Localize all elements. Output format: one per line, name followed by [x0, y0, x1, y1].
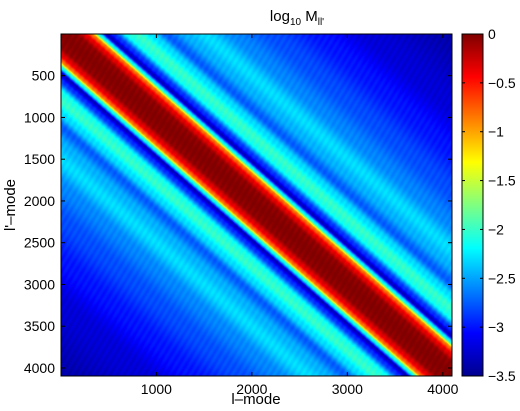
x-tick-label: 3000: [332, 381, 363, 397]
title-symbol-sub: ll': [318, 17, 324, 28]
heatmap-image: [61, 34, 452, 376]
y-tick-label: 1000: [24, 109, 55, 125]
x-tick-label: 1000: [141, 381, 172, 397]
x-axis: 1000 2000 3000 4000: [141, 34, 459, 397]
y-tick-label: 1500: [24, 151, 55, 167]
title-base-sub: 10: [290, 17, 302, 28]
colorbar-tick-label: −1.5: [488, 173, 516, 189]
y-tick-label: 4000: [24, 360, 55, 376]
colorbar-tick-label: −2: [488, 221, 504, 237]
colorbar-tick-label: −2.5: [488, 270, 516, 286]
title-base: log: [270, 8, 290, 25]
y-tick-label: 3500: [24, 318, 55, 334]
plot-frame: [60, 33, 453, 377]
y-tick-label: 3000: [24, 276, 55, 292]
heatmap-plot-area: [60, 33, 453, 377]
colorbar-tick-label: −3.5: [488, 368, 516, 384]
x-tick-label: 4000: [427, 381, 458, 397]
colorbar-tick-label: 0: [488, 26, 496, 42]
y-tick-label: 2000: [24, 193, 55, 209]
colorbar-tick-label: −0.5: [488, 75, 516, 91]
colorbar-tick-label: −1: [488, 124, 504, 140]
colorbar-gradient: [461, 33, 484, 377]
colorbar-ticks: 0 −0.5 −1 −1.5 −2 −2.5 −3 −3.5: [462, 26, 516, 384]
colorbar: 0 −0.5 −1 −1.5 −2 −2.5 −3 −3.5: [461, 26, 516, 384]
chart-title: log10 Mll': [270, 8, 324, 28]
y-tick-label: 2500: [24, 235, 55, 251]
colorbar-tick-label: −3: [488, 319, 504, 335]
y-tick-label: 500: [32, 68, 56, 84]
x-axis-label: l–mode: [231, 391, 280, 408]
x-tick-label: 2000: [236, 381, 267, 397]
y-axis-label: l'–mode: [2, 179, 19, 231]
y-axis: 500 1000 1500 2000 2500 3000 3500 4000: [24, 68, 452, 376]
title-symbol: M: [301, 8, 318, 25]
